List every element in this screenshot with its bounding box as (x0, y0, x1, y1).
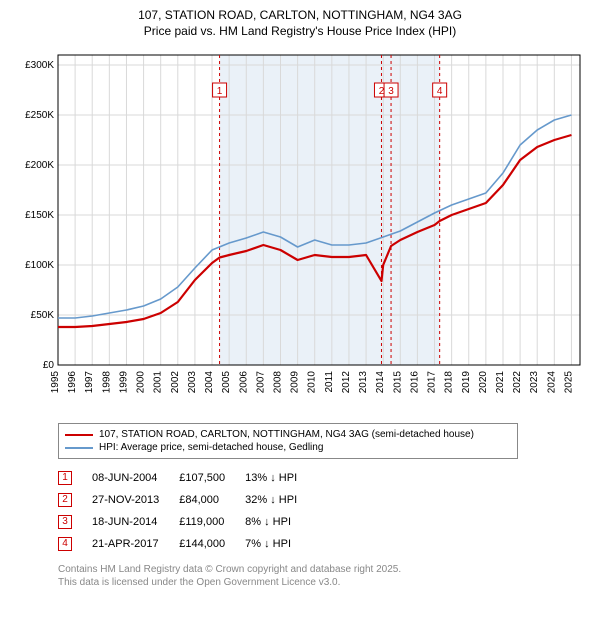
svg-text:1998: 1998 (101, 371, 112, 394)
svg-text:2019: 2019 (461, 371, 472, 394)
sale-price: £107,500 (179, 467, 245, 489)
svg-text:2018: 2018 (444, 371, 455, 394)
svg-text:1: 1 (217, 86, 223, 97)
legend-item: 107, STATION ROAD, CARLTON, NOTTINGHAM, … (65, 428, 511, 441)
footer-note: Contains HM Land Registry data © Crown c… (58, 563, 590, 589)
svg-text:2014: 2014 (375, 371, 386, 394)
svg-text:2012: 2012 (341, 371, 352, 394)
chart-container: 107, STATION ROAD, CARLTON, NOTTINGHAM, … (0, 0, 600, 597)
table-row: 3 18-JUN-2014£119,0008% ↓ HPI (58, 511, 317, 533)
svg-text:£150K: £150K (25, 210, 54, 221)
svg-text:£100K: £100K (25, 260, 54, 271)
svg-text:2006: 2006 (238, 371, 249, 394)
legend-swatch (65, 434, 93, 436)
svg-text:2011: 2011 (324, 371, 335, 393)
title-line-2: Price paid vs. HM Land Registry's House … (10, 24, 590, 40)
sale-delta: 7% ↓ HPI (245, 533, 317, 555)
title-block: 107, STATION ROAD, CARLTON, NOTTINGHAM, … (10, 8, 590, 39)
svg-text:2016: 2016 (409, 371, 420, 394)
table-row: 4 21-APR-2017£144,0007% ↓ HPI (58, 533, 317, 555)
footer-line-2: This data is licensed under the Open Gov… (58, 576, 590, 589)
svg-text:2020: 2020 (478, 371, 489, 394)
line-chart: 1234£0£50K£100K£150K£200K£250K£300K19951… (10, 45, 590, 415)
svg-text:2000: 2000 (136, 371, 147, 394)
svg-text:2017: 2017 (427, 371, 438, 394)
table-row: 1 08-JUN-2004£107,50013% ↓ HPI (58, 467, 317, 489)
footer-line-1: Contains HM Land Registry data © Crown c… (58, 563, 590, 576)
sale-date: 21-APR-2017 (92, 533, 179, 555)
sale-price: £84,000 (179, 489, 245, 511)
svg-text:2024: 2024 (546, 371, 557, 394)
svg-text:£300K: £300K (25, 60, 54, 71)
svg-text:£50K: £50K (31, 310, 55, 321)
title-line-1: 107, STATION ROAD, CARLTON, NOTTINGHAM, … (10, 8, 590, 24)
svg-text:1999: 1999 (118, 371, 129, 394)
svg-text:2022: 2022 (512, 371, 523, 394)
svg-text:2004: 2004 (204, 371, 215, 394)
sale-marker: 1 (58, 471, 72, 485)
svg-text:£0: £0 (43, 360, 55, 371)
svg-text:2010: 2010 (307, 371, 318, 394)
svg-text:2025: 2025 (563, 371, 574, 394)
svg-text:2013: 2013 (358, 371, 369, 394)
sale-date: 18-JUN-2014 (92, 511, 179, 533)
svg-text:2007: 2007 (255, 371, 266, 394)
legend-label: HPI: Average price, semi-detached house,… (99, 442, 323, 453)
sale-price: £144,000 (179, 533, 245, 555)
legend-item: HPI: Average price, semi-detached house,… (65, 441, 511, 454)
svg-text:2021: 2021 (495, 371, 506, 394)
svg-text:2009: 2009 (290, 371, 301, 394)
sale-marker: 4 (58, 537, 72, 551)
svg-text:2015: 2015 (392, 371, 403, 394)
sale-delta: 32% ↓ HPI (245, 489, 317, 511)
svg-text:2002: 2002 (170, 371, 181, 394)
legend-swatch (65, 447, 93, 449)
svg-text:2008: 2008 (272, 371, 283, 394)
svg-text:4: 4 (437, 86, 443, 97)
sale-marker: 2 (58, 493, 72, 507)
sale-delta: 8% ↓ HPI (245, 511, 317, 533)
svg-text:£200K: £200K (25, 160, 54, 171)
sale-delta: 13% ↓ HPI (245, 467, 317, 489)
table-row: 2 27-NOV-2013£84,00032% ↓ HPI (58, 489, 317, 511)
svg-text:1995: 1995 (50, 371, 61, 394)
svg-text:1997: 1997 (84, 371, 95, 394)
legend: 107, STATION ROAD, CARLTON, NOTTINGHAM, … (58, 423, 518, 459)
sale-price: £119,000 (179, 511, 245, 533)
sale-date: 27-NOV-2013 (92, 489, 179, 511)
chart-area: 1234£0£50K£100K£150K£200K£250K£300K19951… (10, 45, 590, 415)
svg-text:2023: 2023 (529, 371, 540, 394)
sales-table: 1 08-JUN-2004£107,50013% ↓ HPI 2 27-NOV-201… (58, 467, 317, 555)
sale-date: 08-JUN-2004 (92, 467, 179, 489)
svg-text:1996: 1996 (67, 371, 78, 394)
svg-text:3: 3 (388, 86, 394, 97)
legend-label: 107, STATION ROAD, CARLTON, NOTTINGHAM, … (99, 429, 474, 440)
svg-text:£250K: £250K (25, 110, 54, 121)
svg-text:2005: 2005 (221, 371, 232, 394)
svg-text:2001: 2001 (153, 371, 164, 394)
sale-marker: 3 (58, 515, 72, 529)
svg-text:2003: 2003 (187, 371, 198, 394)
